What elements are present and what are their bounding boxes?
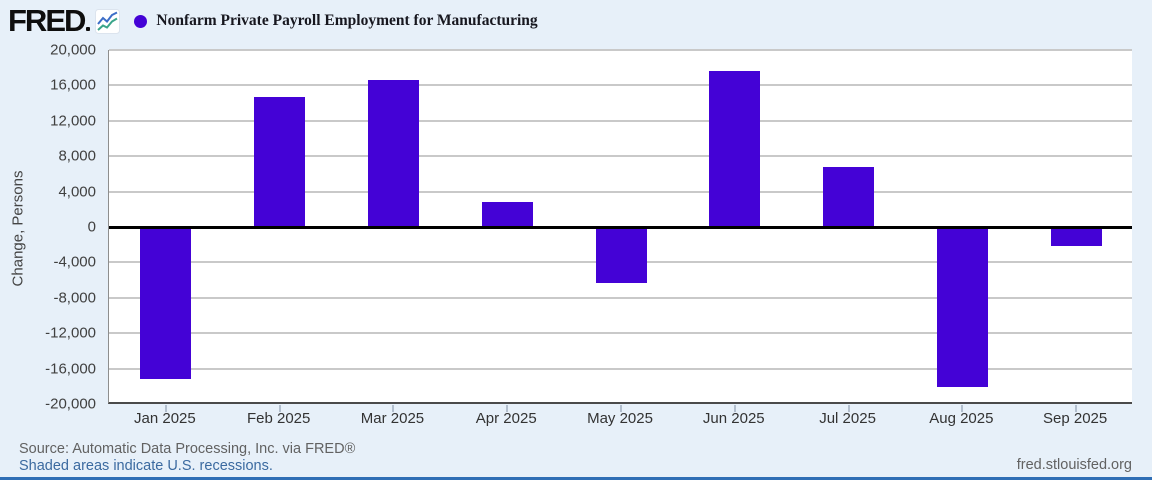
x-tick-label: Apr 2025 (475, 410, 537, 427)
x-axis-tick (278, 405, 281, 412)
zero-line (109, 225, 1132, 229)
gridline (109, 84, 1132, 87)
y-axis-tick-labels: 20,000 16,000 12,000 8,000 4,000 0 -4,000 -8,00… (0, 42, 96, 413)
x-tick-label: Jan 2025 (134, 410, 196, 427)
x-axis-tick (164, 405, 167, 412)
x-axis-tick (620, 405, 622, 412)
y-tick-label: -8,000 (53, 289, 96, 307)
x-axis-tick (733, 405, 736, 412)
y-tick-label: -16,000 (45, 360, 96, 378)
bar-apr-2025[interactable] (481, 202, 533, 227)
x-axis-tick (961, 405, 964, 412)
bar-aug-2025[interactable] (936, 227, 988, 388)
fred-site-link[interactable]: fred.stlouisfed.org (1016, 457, 1132, 473)
x-tick-label: Feb 2025 (246, 410, 311, 427)
y-tick-label: -20,000 (45, 395, 96, 413)
gridline (109, 119, 1132, 122)
x-tick-label: Mar 2025 (360, 410, 425, 427)
bar-mar-2025[interactable] (367, 80, 419, 227)
bar-jun-2025[interactable] (709, 71, 761, 227)
chart-header: FRED Nonfarm Private Payroll Employment … (8, 3, 538, 38)
series-legend: Nonfarm Private Payroll Employment for M… (134, 12, 538, 30)
recession-note-link[interactable]: Shaded areas indicate U.S. recessions. (19, 458, 273, 474)
y-tick-label: -4,000 (53, 253, 96, 271)
y-tick-label: 4,000 (58, 183, 96, 201)
bar-jan-2025[interactable] (140, 227, 192, 380)
y-tick-label: 0 (87, 218, 96, 236)
y-tick-label: 16,000 (50, 76, 96, 94)
bar-may-2025[interactable] (595, 227, 647, 283)
x-tick-label: Jul 2025 (819, 410, 876, 427)
series-legend-dot (134, 14, 148, 28)
x-axis-tick (506, 405, 509, 412)
x-tick-label: Sep 2025 (1043, 410, 1108, 427)
bar-feb-2025[interactable] (254, 96, 306, 227)
gridline (109, 49, 1132, 51)
y-tick-label: 8,000 (58, 147, 96, 165)
x-tick-label: May 2025 (587, 410, 653, 427)
fred-logo-trademark-dot (86, 27, 91, 31)
source-note: Source: Automatic Data Processing, Inc. … (19, 441, 356, 457)
fred-line-chart-icon (95, 8, 121, 34)
y-tick-label: -12,000 (45, 324, 96, 342)
plot-area (108, 49, 1132, 412)
y-tick-label: 20,000 (50, 41, 96, 59)
x-axis-tick (392, 405, 395, 412)
x-axis-tick-labels: Jan 2025 Feb 2025 Mar 2025 Apr 2025 May 2025… (108, 410, 1132, 427)
gridline (109, 296, 1132, 299)
gridline (109, 332, 1132, 335)
gridline (109, 155, 1132, 158)
fred-logo[interactable]: FRED (8, 3, 86, 38)
series-title: Nonfarm Private Payroll Employment for M… (156, 12, 538, 29)
bar-jul-2025[interactable] (823, 166, 875, 227)
x-axis-tick (847, 405, 850, 412)
bar-sep-2025[interactable] (1050, 227, 1102, 246)
x-tick-label: Jun 2025 (702, 410, 765, 427)
y-tick-label: 12,000 (50, 112, 96, 130)
gridline (109, 190, 1132, 193)
x-tick-label: Aug 2025 (929, 410, 994, 427)
gridline (109, 367, 1132, 370)
x-axis-tick (1075, 405, 1078, 412)
